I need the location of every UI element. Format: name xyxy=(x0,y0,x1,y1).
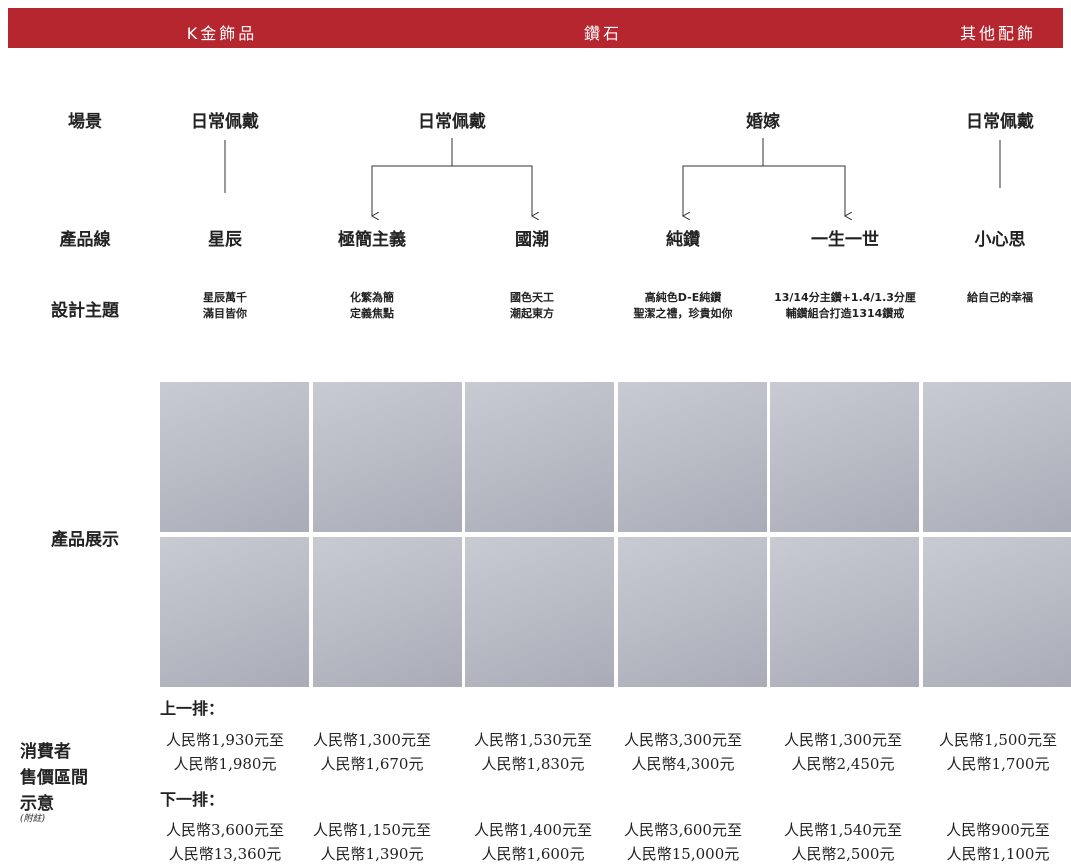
design-theme: 聖潔之禮，珍貴如你 xyxy=(634,306,733,322)
design-theme: 星辰萬千 xyxy=(203,290,247,306)
row-label: 場景 xyxy=(68,107,102,132)
price-range: 人民幣1,500元至 xyxy=(939,728,1057,752)
row-label: 設計主題 xyxy=(51,296,119,321)
product-line: 星辰 xyxy=(208,225,242,250)
price-range: 人民幣1,670元 xyxy=(321,752,424,776)
price-range: 人民幣3,600元至 xyxy=(166,818,284,842)
design-theme: 輔鑽組合打造1314鑽戒 xyxy=(786,306,905,322)
price-range: 人民幣15,000元 xyxy=(627,842,740,866)
design-theme: 滿目皆你 xyxy=(203,306,247,322)
price-range: 人民幣3,600元至 xyxy=(624,818,742,842)
product-photo xyxy=(618,382,767,532)
price-range: 人民幣1,400元至 xyxy=(474,818,592,842)
product-photo xyxy=(618,537,767,687)
price-range: 人民幣1,100元 xyxy=(947,842,1050,866)
header-category: 鑽石 xyxy=(584,20,622,44)
product-photo xyxy=(160,537,309,687)
price-range: 人民幣1,540元至 xyxy=(784,818,902,842)
price-range: 人民幣900元至 xyxy=(946,818,1050,842)
price-range: 人民幣1,600元 xyxy=(482,842,585,866)
product-photo xyxy=(923,537,1071,687)
product-photo xyxy=(465,537,614,687)
product-photo xyxy=(465,382,614,532)
design-theme: 給自己的幸福 xyxy=(967,290,1033,306)
product-photo xyxy=(313,382,462,532)
price-range: 人民幣1,150元至 xyxy=(313,818,431,842)
price-range: 人民幣13,360元 xyxy=(169,842,282,866)
scene: 日常佩戴 xyxy=(966,107,1034,132)
product-photo xyxy=(770,537,919,687)
price-range: 人民幣1,530元至 xyxy=(474,728,592,752)
design-theme: 化繁為簡 xyxy=(350,290,394,306)
price-range: 人民幣1,300元至 xyxy=(784,728,902,752)
design-theme: 13/14分主鑽+1.4/1.3分厘 xyxy=(774,290,916,306)
header-category: 其他配飾 xyxy=(960,20,1036,44)
price-range: 人民幣4,300元 xyxy=(632,752,735,776)
price-row-label: 上一排： xyxy=(160,695,224,719)
product-photo xyxy=(770,382,919,532)
price-range: 人民幣1,300元至 xyxy=(313,728,431,752)
product-line: 國潮 xyxy=(515,225,549,250)
price-range: 人民幣2,500元 xyxy=(792,842,895,866)
design-theme: 高純色D-E純鑽 xyxy=(645,290,721,306)
price-range: 人民幣2,450元 xyxy=(792,752,895,776)
header-category: K金飾品 xyxy=(187,20,258,44)
row-label: 產品展示 xyxy=(51,525,119,550)
product-line: 小心思 xyxy=(975,225,1026,250)
design-theme: 定義焦點 xyxy=(350,306,394,322)
scene: 日常佩戴 xyxy=(418,107,486,132)
product-line: 純鑽 xyxy=(666,225,700,250)
product-photo xyxy=(160,382,309,532)
design-theme: 國色天工 xyxy=(510,290,554,306)
product-line: 一生一世 xyxy=(811,225,879,250)
scene: 婚嫁 xyxy=(746,107,780,132)
product-photo xyxy=(923,382,1071,532)
price-row-label: 下一排： xyxy=(160,786,224,810)
row-label: 產品線 xyxy=(60,225,111,250)
product-photo xyxy=(313,537,462,687)
price-range: 人民幣1,390元 xyxy=(321,842,424,866)
note: (附註) xyxy=(20,811,45,824)
row-label: 消費者 xyxy=(20,737,71,762)
price-range: 人民幣1,930元至 xyxy=(166,728,284,752)
product-line: 極簡主義 xyxy=(338,225,406,250)
row-label: 售價區間 xyxy=(20,763,88,788)
design-theme: 潮起東方 xyxy=(510,306,554,322)
price-range: 人民幣1,700元 xyxy=(947,752,1050,776)
scene: 日常佩戴 xyxy=(191,107,259,132)
price-range: 人民幣1,830元 xyxy=(482,752,585,776)
price-range: 人民幣3,300元至 xyxy=(624,728,742,752)
price-range: 人民幣1,980元 xyxy=(174,752,277,776)
